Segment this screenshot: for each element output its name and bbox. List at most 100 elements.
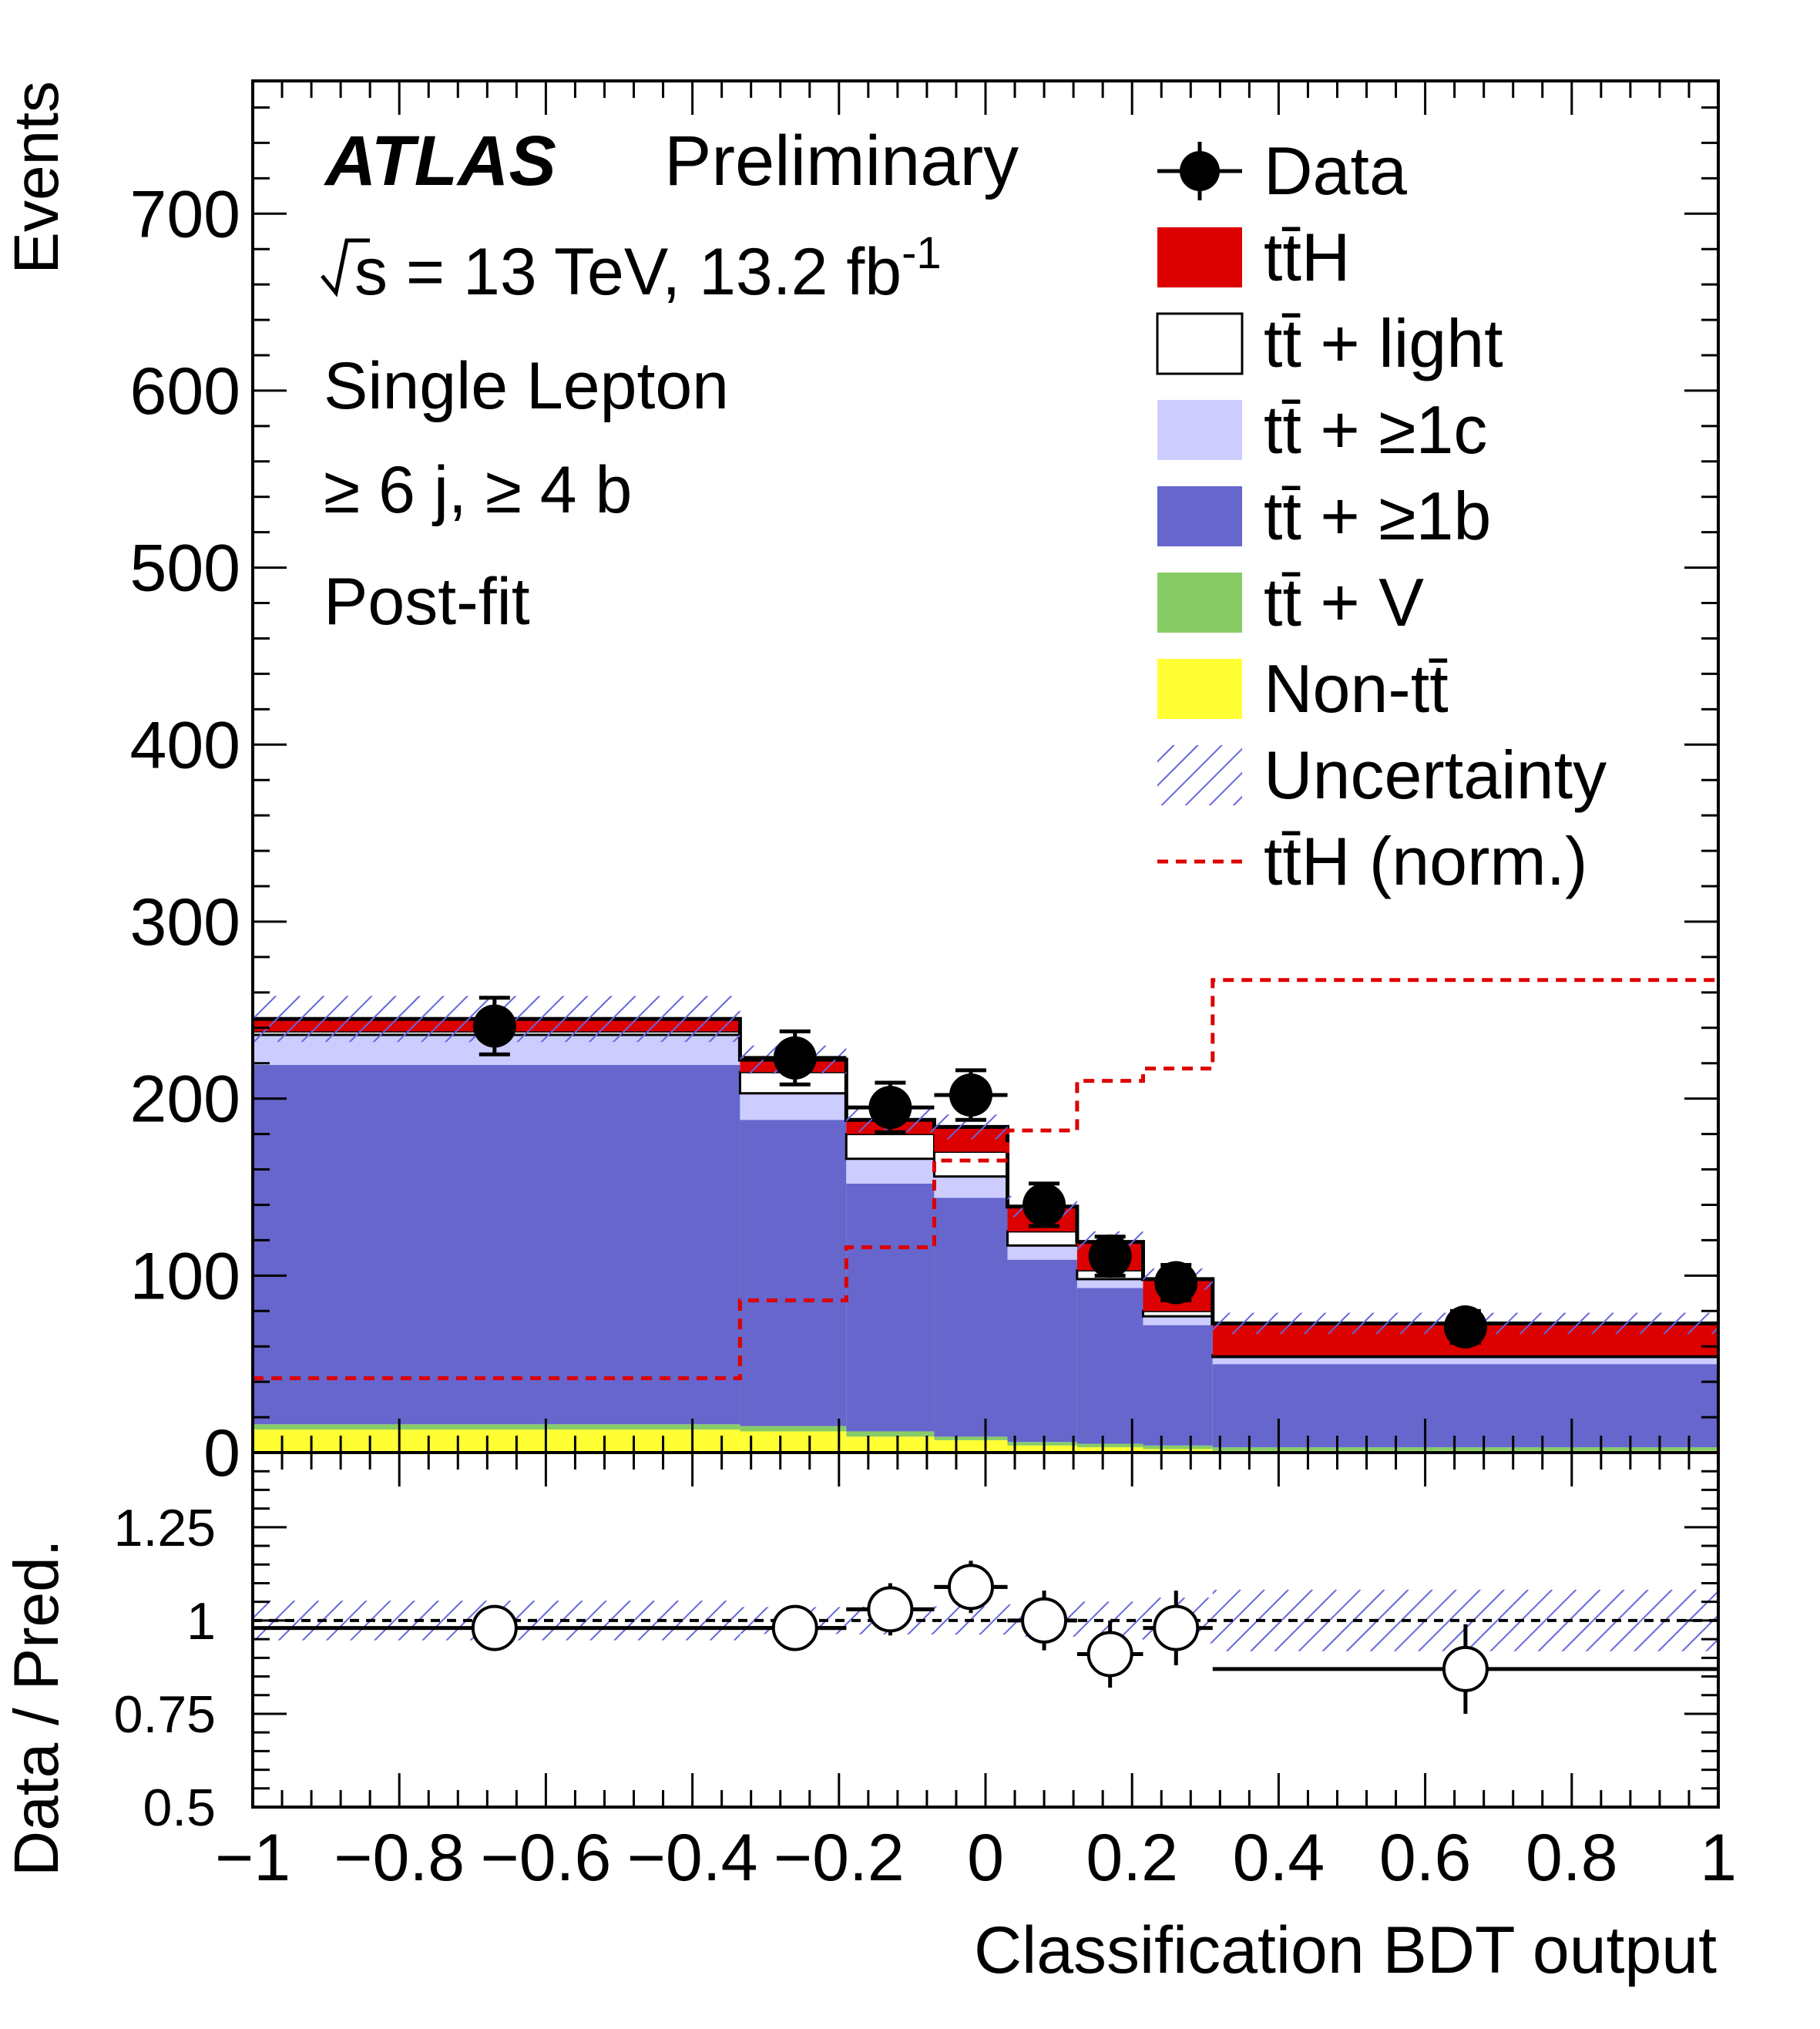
data-marker xyxy=(1022,1183,1066,1227)
bar-3-6 xyxy=(1143,1316,1213,1325)
y-tick-label: 200 xyxy=(130,1063,241,1137)
ratio-point xyxy=(1153,1591,1200,1665)
y-tick-label: 600 xyxy=(130,354,241,428)
legend-data-marker xyxy=(1180,151,1220,191)
x-tick-label: −1 xyxy=(215,1821,290,1895)
bar-3-2 xyxy=(846,1158,935,1184)
y-tick-label: 400 xyxy=(130,708,241,782)
ratio-point xyxy=(744,1604,847,1651)
ratio-point xyxy=(1086,1620,1133,1688)
ratio-marker xyxy=(1153,1604,1200,1651)
info-line-1: Single Lepton xyxy=(324,349,729,423)
bar-0-1 xyxy=(740,1431,847,1453)
y-tick-label: 300 xyxy=(130,885,241,959)
y-tick-label: 500 xyxy=(130,532,241,606)
bar-3-3 xyxy=(934,1176,1008,1198)
atlas-text: ATLAS xyxy=(324,122,556,200)
ratio-y-tick-label: 0.75 xyxy=(114,1685,216,1744)
tth-norm-path xyxy=(253,978,1718,1381)
main-y-axis-label: Events xyxy=(2,81,72,274)
legend-label: tt̄ + V xyxy=(1264,564,1424,640)
legend-item: tt̄ + V xyxy=(1157,564,1424,640)
data-point xyxy=(1088,1235,1132,1278)
ratio-y-tick-label: 1.25 xyxy=(114,1499,216,1557)
data-marker xyxy=(472,1004,516,1048)
ratio-marker xyxy=(771,1604,818,1651)
ratio-marker xyxy=(1086,1631,1133,1678)
bar-0-0 xyxy=(253,1429,740,1453)
data-point xyxy=(1443,1305,1487,1349)
legend-item: Data xyxy=(1157,133,1407,209)
main-y-tick-labels: 0 100 200 300 400 500 600 700 xyxy=(130,177,241,1490)
legend-label: tt̄ + ≥1c xyxy=(1264,391,1487,468)
lumi-exponent: -1 xyxy=(902,228,942,278)
bar-1-3 xyxy=(934,1436,1008,1440)
x-tick-label: −0.6 xyxy=(481,1821,612,1895)
x-axis-label: Classification BDT output xyxy=(974,1913,1717,1987)
legend-item: Uncertainty xyxy=(1157,737,1607,813)
legend-swatch xyxy=(1157,227,1242,287)
tth-norm-line xyxy=(253,978,1718,1381)
bar-3-1 xyxy=(740,1093,847,1120)
ratio-points xyxy=(471,1560,1489,1714)
legend-swatch xyxy=(1156,312,1244,375)
ratio-point xyxy=(1442,1624,1489,1714)
ratio-marker xyxy=(867,1586,914,1633)
bar-0-3 xyxy=(934,1439,1008,1453)
bar-1-4 xyxy=(1007,1442,1077,1446)
ratio-marker xyxy=(947,1564,994,1611)
energy-text: = 13 TeV, 13.2 fb xyxy=(388,235,902,309)
x-tick-labels: −1 −0.8 −0.6 −0.4 −0.2 0 0.2 0.4 0.6 0.8 1 xyxy=(215,1821,1737,1895)
legend-item: Non-tt̄ xyxy=(1157,650,1449,727)
ratio-marker xyxy=(471,1604,518,1651)
energy-label: s = 13 TeV, 13.2 fb-1 xyxy=(321,228,942,309)
x-tick-label: 0.6 xyxy=(1379,1821,1472,1895)
data-point xyxy=(472,996,516,1056)
bar-0-6 xyxy=(1143,1449,1213,1453)
legend-label: tt̄ + light xyxy=(1264,305,1503,381)
ratio-axis-ticks xyxy=(251,1453,1720,1809)
legend-label: Uncertainty xyxy=(1264,737,1607,813)
bar-0-4 xyxy=(1007,1445,1077,1453)
data-point xyxy=(744,1029,847,1087)
data-point xyxy=(934,1068,1008,1122)
data-marker xyxy=(1443,1305,1487,1349)
y-tick-label: 0 xyxy=(203,1416,240,1490)
legend-label: tt̄ + ≥1b xyxy=(1264,478,1491,554)
x-tick-label: −0.8 xyxy=(334,1821,465,1895)
bar-4-2 xyxy=(845,1133,935,1161)
bar-1-7 xyxy=(1212,1447,1718,1451)
atlas-label: ATLAS Preliminary xyxy=(324,122,1019,200)
ratio-panel: 0.5 0.75 1 1.25 −1 −0.8 −0.6 −0.4 −0.2 0 0.2 0.4 0.… xyxy=(2,1451,1737,1987)
legend-item: tt̄ + ≥1c xyxy=(1157,391,1487,468)
bar-2-5 xyxy=(1076,1288,1143,1444)
bar-2-2 xyxy=(846,1183,935,1432)
legend-label: tt̄H xyxy=(1264,219,1350,295)
data-marker xyxy=(1154,1261,1198,1305)
legend-swatch xyxy=(1157,400,1242,460)
ratio-y-tick-label: 1 xyxy=(186,1592,216,1651)
legend-label: Data xyxy=(1264,133,1407,209)
data-marker xyxy=(1088,1235,1132,1278)
legend-swatch xyxy=(1157,659,1242,719)
legend-label: Non-tt̄ xyxy=(1264,650,1449,727)
x-tick-label: 1 xyxy=(1700,1821,1737,1895)
data-point xyxy=(846,1080,935,1134)
bar-2-6 xyxy=(1143,1325,1213,1446)
x-tick-label: 0 xyxy=(967,1821,1004,1895)
legend-swatch xyxy=(1157,486,1242,546)
svg-text:s = 13 TeV, 13.2 fb-1: s = 13 TeV, 13.2 fb-1 xyxy=(354,228,942,309)
main-panel: 0 100 200 300 400 500 600 700 Events ATLAS Prel… xyxy=(2,79,1720,1490)
x-tick-label: 0.8 xyxy=(1526,1821,1618,1895)
sqrt-s: s xyxy=(354,235,388,309)
ratio-y-tick-labels: 0.5 0.75 1 1.25 xyxy=(114,1499,216,1837)
bar-0-5 xyxy=(1076,1447,1143,1453)
legend-item: tt̄H (norm.) xyxy=(1157,823,1587,899)
bar-1-5 xyxy=(1076,1443,1143,1448)
bar-1-2 xyxy=(846,1431,935,1437)
data-marker xyxy=(949,1073,992,1117)
bar-2-0 xyxy=(253,1065,740,1425)
data-point xyxy=(1154,1261,1198,1305)
ratio-point xyxy=(846,1583,935,1636)
